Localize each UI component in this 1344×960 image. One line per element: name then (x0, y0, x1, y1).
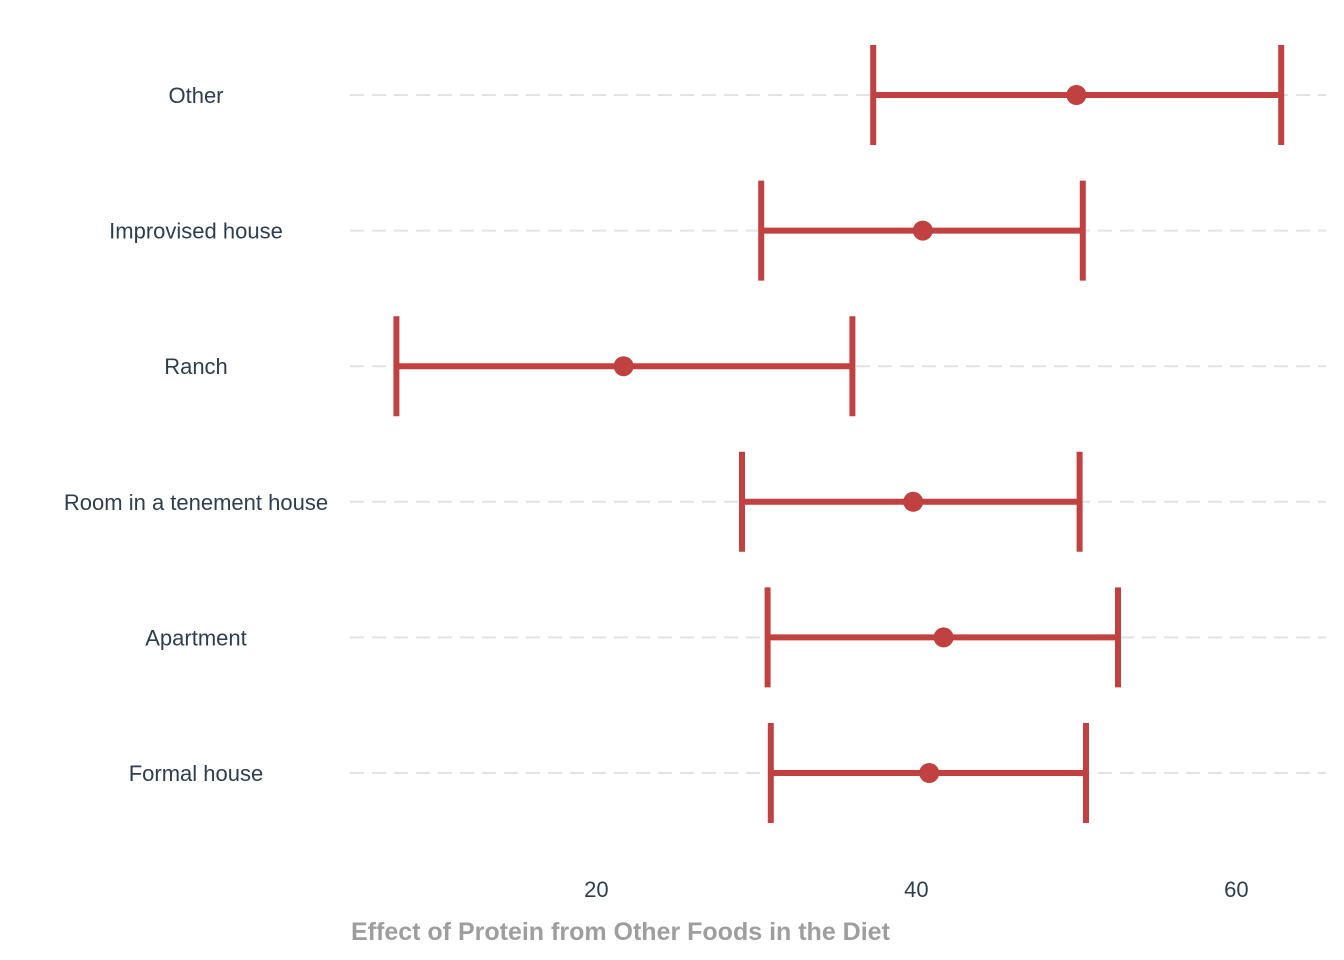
point-estimate (613, 356, 634, 377)
category-labels: Other Improvised house Ranch Room in a tene… (64, 83, 328, 786)
category-label: Apartment (145, 625, 247, 650)
x-axis-title: Effect of Protein from Other Foods in th… (351, 918, 891, 946)
point-estimate (903, 491, 924, 512)
point-estimate (933, 627, 954, 648)
point-estimate (1066, 85, 1087, 105)
category-label: Improvised house (109, 219, 283, 244)
x-tick-label: 40 (904, 877, 928, 902)
grid-layer (350, 94, 1326, 774)
point-estimate (912, 220, 933, 241)
category-label: Room in a tenement house (64, 490, 328, 515)
x-axis-ticks: 20 40 60 (584, 877, 1248, 902)
point-estimate (919, 763, 940, 783)
x-tick-label: 20 (584, 877, 608, 902)
category-label: Other (168, 83, 223, 108)
error-bars (393, 45, 1285, 823)
x-tick-label: 60 (1224, 877, 1248, 902)
category-label: Formal house (129, 761, 264, 786)
category-label: Ranch (164, 354, 228, 379)
